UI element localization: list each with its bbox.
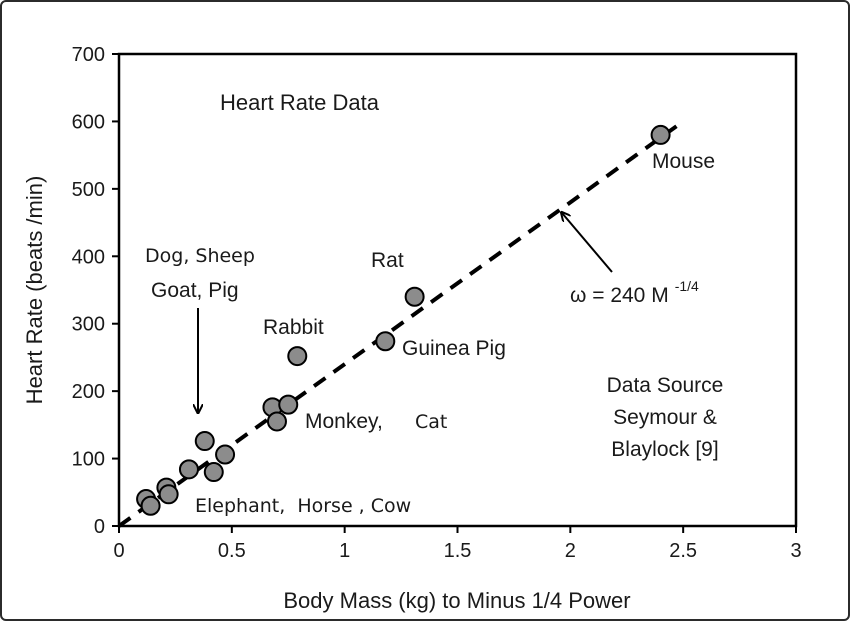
- arrow-to-fit-line: [562, 213, 613, 273]
- chart-title: Heart Rate Data: [220, 90, 380, 115]
- x-tick-label: 2.5: [669, 540, 697, 562]
- label-monkey: Monkey,: [305, 410, 383, 433]
- y-tick-label: 500: [72, 179, 105, 201]
- data-point: [215, 444, 236, 465]
- x-tick-label: 1: [339, 540, 350, 562]
- y-tick-label: 400: [72, 246, 105, 268]
- data-point: [278, 394, 299, 415]
- data-point: [650, 124, 671, 145]
- y-tick-label: 200: [72, 381, 105, 403]
- data-point: [287, 346, 308, 367]
- fit-equation-base: ω = 240 M: [570, 284, 669, 307]
- y-axis-ticks: 0 100 200 300 400 500 600 700: [72, 44, 119, 538]
- data-point: [203, 462, 224, 483]
- fit-equation-exponent: -1/4: [675, 278, 699, 294]
- source-line-1: Data Source: [607, 374, 724, 397]
- data-point: [266, 411, 287, 432]
- x-axis-title: Body Mass (kg) to Minus 1/4 Power: [283, 588, 630, 613]
- label-rat: Rat: [371, 249, 404, 272]
- label-dog-sheep: Dog, Sheep: [145, 245, 255, 267]
- y-tick-label: 700: [72, 44, 105, 66]
- y-tick-label: 100: [72, 449, 105, 471]
- x-tick-label: 3: [790, 540, 801, 562]
- source-line-3: Blaylock [9]: [611, 438, 718, 461]
- label-elephant-horse-cow: Elephant, Horse , Cow: [195, 495, 411, 517]
- data-point: [158, 484, 179, 505]
- x-tick-label: 2: [565, 540, 576, 562]
- y-axis-title: Heart Rate (beats /min): [22, 176, 47, 405]
- data-point: [404, 286, 425, 307]
- fit-equation: ω = 240 M -1/4: [570, 278, 699, 307]
- data-point: [140, 495, 161, 516]
- label-guinea-pig: Guinea Pig: [402, 337, 506, 360]
- label-goat-pig: Goat, Pig: [151, 279, 239, 302]
- data-point: [178, 459, 199, 480]
- data-point: [194, 431, 215, 452]
- y-tick-label: 600: [72, 111, 105, 133]
- source-line-2: Seymour &: [613, 406, 717, 429]
- x-tick-label: 0.5: [218, 540, 246, 562]
- x-tick-label: 0: [113, 540, 124, 562]
- data-points: [136, 124, 671, 516]
- y-tick-label: 0: [94, 516, 105, 538]
- x-axis-ticks: 0 0.5 1 1.5 2 2.5 3: [113, 526, 802, 562]
- label-rabbit: Rabbit: [263, 316, 324, 339]
- fit-line: [117, 119, 685, 528]
- data-point: [375, 331, 396, 352]
- label-cat: Cat: [415, 411, 447, 433]
- y-tick-label: 300: [72, 314, 105, 336]
- label-mouse: Mouse: [652, 150, 715, 173]
- x-tick-label: 1.5: [444, 540, 472, 562]
